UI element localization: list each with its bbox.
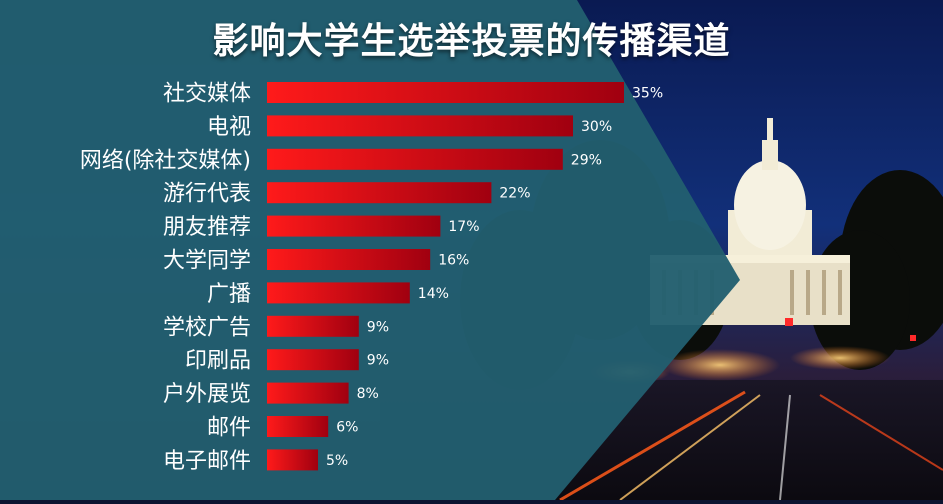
bar (267, 249, 431, 270)
category-label: 游行代表 (163, 182, 251, 207)
bar (267, 382, 349, 404)
bar (267, 115, 573, 137)
category-label: 网络(除社交媒体) (80, 148, 251, 173)
category-label: 电子邮件 (163, 449, 251, 474)
category-label: 邮件 (207, 416, 251, 441)
value-label: 22% (499, 186, 530, 202)
value-label: 9% (367, 353, 389, 369)
category-label: 朋友推荐 (163, 215, 251, 240)
bar (267, 82, 624, 103)
category-label: 社交媒体 (163, 82, 251, 107)
bar (267, 416, 329, 437)
category-label: 广播 (207, 282, 251, 307)
bar (267, 449, 318, 471)
value-label: 6% (336, 420, 358, 436)
value-label: 35% (632, 86, 663, 102)
value-label: 14% (418, 286, 449, 302)
category-label: 学校广告 (163, 315, 251, 340)
value-label: 17% (448, 219, 479, 235)
bars-layer: 社交媒体 35% 电视 30% 网络(除社交媒体) 29% 游行代表 22% 朋友推荐 17% 大学… (80, 82, 663, 474)
bar (267, 182, 492, 204)
value-label: 9% (367, 319, 389, 335)
category-label: 印刷品 (185, 349, 251, 374)
bar (267, 148, 563, 170)
value-label: 8% (357, 386, 379, 402)
category-label: 电视 (207, 115, 251, 140)
value-label: 16% (438, 253, 469, 269)
value-label: 30% (581, 119, 612, 135)
category-label: 大学同学 (163, 249, 251, 274)
value-label: 5% (326, 453, 348, 469)
chart-title: 影响大学生选举投票的传播渠道 (212, 21, 731, 62)
bar (267, 215, 441, 237)
category-label: 户外展览 (163, 382, 251, 407)
bar (267, 282, 410, 304)
value-label: 29% (571, 152, 602, 168)
bar (267, 315, 359, 337)
bar (267, 349, 359, 371)
